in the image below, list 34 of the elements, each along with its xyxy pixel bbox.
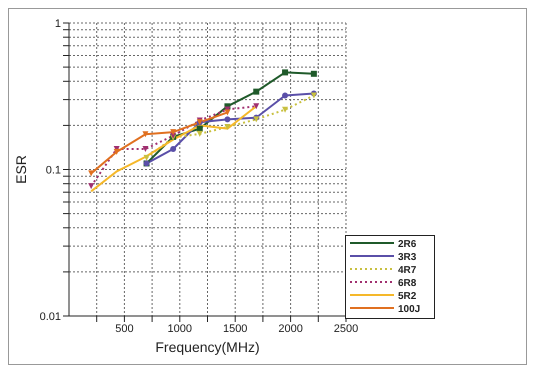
point <box>282 106 288 113</box>
point <box>88 183 94 190</box>
point <box>253 88 260 95</box>
legend-label: 4R7 <box>397 264 418 277</box>
point <box>310 70 317 77</box>
point <box>196 130 203 137</box>
point <box>142 146 148 152</box>
legend-label: 100J <box>397 303 422 316</box>
x-tick-label: 1500 <box>222 322 248 335</box>
y-tick-label: 1 <box>54 18 61 30</box>
legend-label: 5R2 <box>397 290 418 303</box>
point <box>282 92 288 98</box>
point <box>142 131 148 138</box>
x-axis-title: Frequency(MHz) <box>155 339 260 355</box>
x-tick-label: 2000 <box>278 322 303 335</box>
point <box>170 129 176 136</box>
point <box>144 154 150 161</box>
point <box>196 126 203 132</box>
y-axis-title: ESR <box>12 155 29 184</box>
point <box>224 109 230 116</box>
point <box>170 146 176 152</box>
point <box>253 103 260 110</box>
legend-label: 6R8 <box>397 277 418 290</box>
legend-label: 3R3 <box>397 251 418 264</box>
y-tick-label: 0.01 <box>40 310 61 323</box>
x-tick-label: 2500 <box>334 322 358 335</box>
point <box>282 69 288 76</box>
legend-label: 2R6 <box>397 238 418 251</box>
x-tick-label: 500 <box>115 322 134 335</box>
y-tick-label: 0.1 <box>46 164 61 176</box>
point <box>224 116 230 122</box>
point <box>224 124 230 130</box>
x-tick-label: 1000 <box>168 322 192 335</box>
point <box>114 148 120 155</box>
